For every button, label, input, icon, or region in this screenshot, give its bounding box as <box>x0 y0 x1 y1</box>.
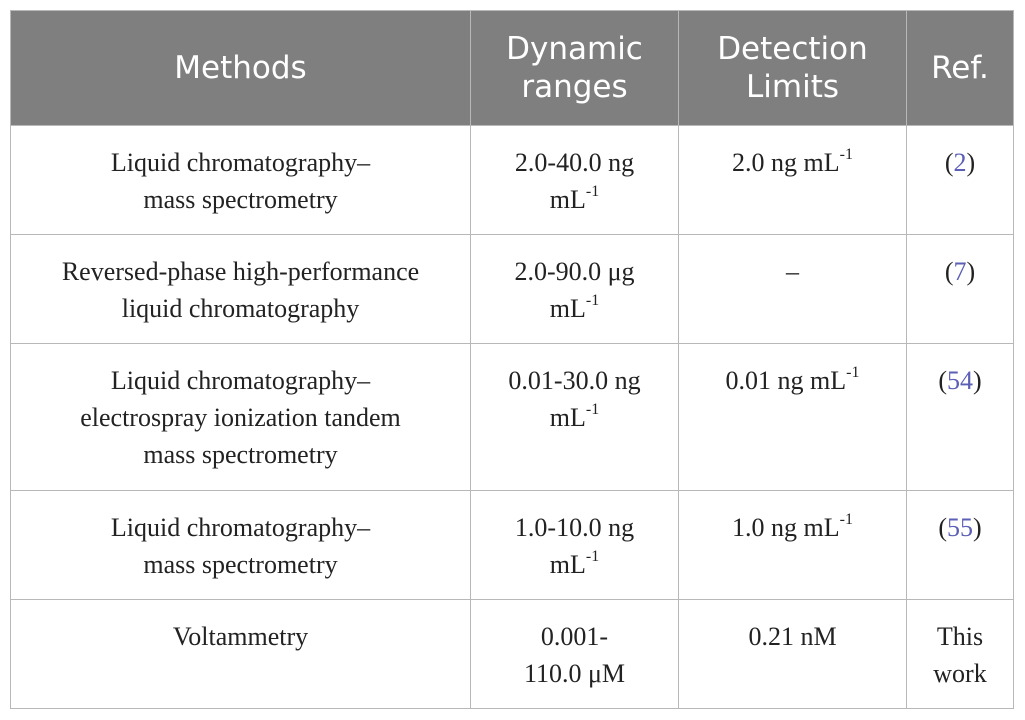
reference-link[interactable]: 55 <box>947 513 973 542</box>
comparison-table: Methods Dynamic ranges Detection Limits … <box>10 10 1014 709</box>
ref-cell: This work <box>906 599 1014 709</box>
reference-link[interactable]: 54 <box>947 366 973 395</box>
detection-limit-cell: 0.01 ng mL-1 <box>678 343 907 491</box>
header-ref: Ref. <box>906 10 1014 126</box>
detection-limit-cell: 0.21 nM <box>678 599 907 709</box>
detection-limit-cell: 2.0 ng mL-1 <box>678 125 907 235</box>
reference-link[interactable]: 7 <box>953 257 967 286</box>
dynamic-range-cell: 0.001- 110.0 μM <box>470 599 679 709</box>
method-cell: Liquid chromatography– mass spectrometry <box>10 490 471 600</box>
header-methods: Methods <box>10 10 471 126</box>
header-detection-limits: Detection Limits <box>678 10 907 126</box>
table-row: Reversed-phase high-performance liquid c… <box>10 234 1014 344</box>
method-cell: Liquid chromatography– electrospray ioni… <box>10 343 471 491</box>
ref-cell: (55) <box>906 490 1014 600</box>
dynamic-range-cell: 2.0-40.0 ng mL-1 <box>470 125 679 235</box>
method-cell: Voltammetry <box>10 599 471 709</box>
ref-cell: (7) <box>906 234 1014 344</box>
header-dynamic-ranges: Dynamic ranges <box>470 10 679 126</box>
header-row: Methods Dynamic ranges Detection Limits … <box>10 10 1014 126</box>
reference-link[interactable]: 2 <box>953 148 967 177</box>
dynamic-range-cell: 1.0-10.0 ng mL-1 <box>470 490 679 600</box>
method-cell: Reversed-phase high-performance liquid c… <box>10 234 471 344</box>
detection-limit-cell: – <box>678 234 907 344</box>
method-cell: Liquid chromatography– mass spectrometry <box>10 125 471 235</box>
dynamic-range-cell: 0.01-30.0 ng mL-1 <box>470 343 679 491</box>
ref-cell: (54) <box>906 343 1014 491</box>
ref-cell: (2) <box>906 125 1014 235</box>
table-row: Liquid chromatography– mass spectrometry… <box>10 125 1014 235</box>
table-row: Voltammetry 0.001- 110.0 μM 0.21 nM This… <box>10 599 1014 709</box>
table-row: Liquid chromatography– mass spectrometry… <box>10 490 1014 600</box>
detection-limit-cell: 1.0 ng mL-1 <box>678 490 907 600</box>
dynamic-range-cell: 2.0-90.0 μg mL-1 <box>470 234 679 344</box>
table-row: Liquid chromatography– electrospray ioni… <box>10 343 1014 491</box>
